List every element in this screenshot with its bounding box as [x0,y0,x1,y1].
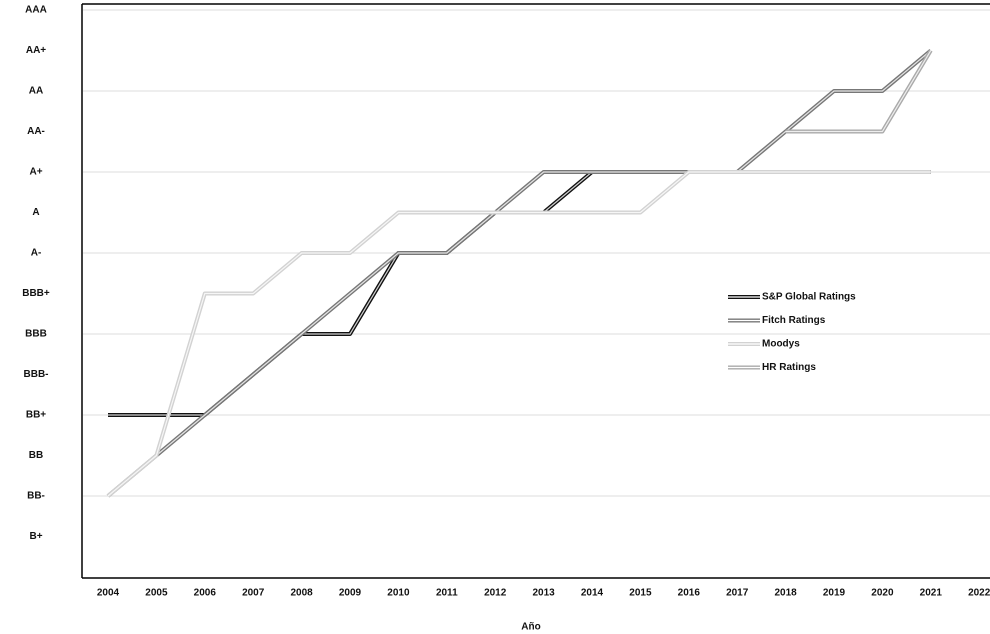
x-tick-label: 2005 [145,588,168,599]
x-tick-label: 2004 [97,588,120,599]
y-tick-label: A [32,207,39,218]
x-tick-label: 2011 [436,588,458,599]
y-tick-label: AA+ [26,45,46,56]
y-tick-label: A+ [29,167,42,178]
y-tick-label: AA [29,86,43,97]
legend-label: S&P Global Ratings [762,292,856,303]
x-tick-label: 2013 [532,588,555,599]
x-tick-label: 2016 [678,588,701,599]
y-tick-label: BB- [27,491,45,502]
y-tick-label: AAA [25,5,47,16]
y-tick-label: BB+ [26,410,46,421]
y-tick-label: BBB- [24,369,49,380]
x-tick-label: 2015 [629,588,652,599]
x-tick-label: 2014 [581,588,604,599]
x-tick-label: 2007 [242,588,265,599]
series-line-highlight [107,171,931,497]
y-tick-label: B+ [29,531,42,542]
y-tick-label: AA- [27,126,45,137]
x-tick-label: 2010 [387,588,410,599]
series-line-highlight [107,50,932,497]
y-tick-label: BBB+ [22,288,50,299]
x-tick-label: 2012 [484,588,507,599]
x-axis-title: Año [521,622,540,633]
x-tick-label: 2021 [920,588,943,599]
y-tick-label: BB [29,450,43,461]
x-tick-label: 2022 [968,588,990,599]
y-tick-label: BBB [25,329,47,340]
legend-label: HR Ratings [762,362,816,373]
x-tick-label: 2020 [871,588,894,599]
x-tick-label: 2009 [339,588,362,599]
series-line [106,48,933,498]
x-tick-label: 2018 [774,588,797,599]
legend-label: Fitch Ratings [762,315,826,326]
x-tick-label: 2017 [726,588,749,599]
legend-label: Moodys [762,339,800,350]
y-tick-label: A- [31,248,42,259]
x-tick-label: 2006 [194,588,217,599]
x-tick-label: 2008 [290,588,313,599]
series-line-highlight [785,50,932,133]
x-tick-label: 2019 [823,588,846,599]
